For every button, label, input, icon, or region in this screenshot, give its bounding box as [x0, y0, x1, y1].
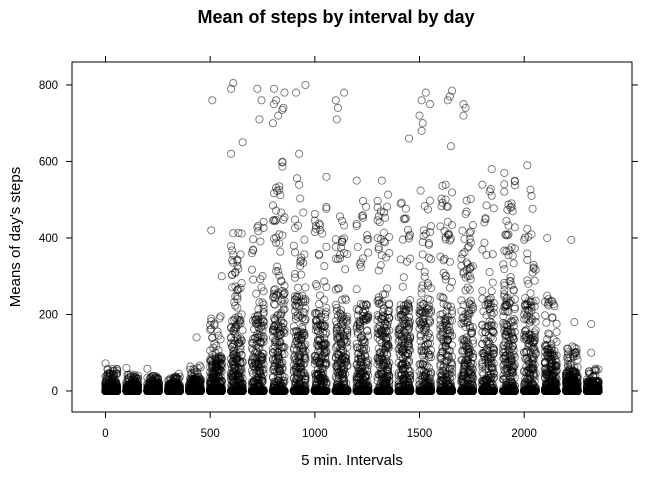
x-tick-label: 0 — [102, 428, 108, 440]
data-point — [112, 369, 122, 378]
data-point — [207, 226, 216, 235]
y-tick-label: 400 — [39, 233, 58, 245]
data-point — [112, 386, 122, 396]
data-point — [101, 359, 110, 368]
data-point — [217, 272, 226, 281]
data-points — [101, 78, 603, 396]
data-point — [192, 333, 201, 342]
axis-ticks — [66, 56, 638, 418]
x-tick-label: 1500 — [407, 428, 433, 440]
data-point — [208, 96, 217, 105]
x-axis-label: 5 min. Intervals — [301, 452, 403, 469]
data-point — [112, 365, 122, 374]
y-tick-label: 0 — [52, 386, 58, 398]
data-point — [112, 384, 122, 393]
x-tick-label: 2000 — [511, 428, 537, 440]
data-point — [122, 363, 131, 373]
chart-title: Mean of steps by interval by day — [197, 7, 474, 27]
data-point — [143, 364, 152, 373]
y-tick-label: 800 — [39, 80, 58, 92]
y-tick-label: 600 — [39, 156, 58, 168]
data-point — [236, 250, 245, 259]
x-tick-label: 1000 — [302, 428, 328, 440]
data-point — [216, 312, 225, 321]
y-tick-label: 200 — [39, 309, 58, 321]
data-point — [233, 303, 242, 312]
y-axis-label: Means of day's steps — [7, 167, 24, 307]
data-point — [112, 380, 122, 389]
tick-labels: 0 500 1000 1500 2000 0 200 400 600 800 — [39, 80, 537, 440]
plot-frame — [71, 61, 633, 413]
x-tick-label: 500 — [201, 428, 220, 440]
